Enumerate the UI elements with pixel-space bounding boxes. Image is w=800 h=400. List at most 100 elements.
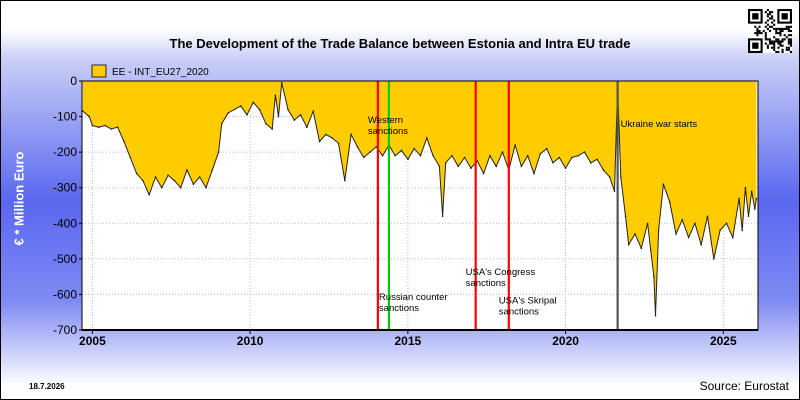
data-point <box>211 169 214 171</box>
data-point <box>552 162 554 164</box>
data-point <box>624 215 627 217</box>
data-point <box>116 126 119 128</box>
qr-module <box>766 44 769 47</box>
qr-module <box>756 32 759 35</box>
qr-module <box>771 25 774 28</box>
y-tick-label: -200 <box>53 145 77 159</box>
data-point <box>520 165 523 168</box>
y-tick-label: -300 <box>53 181 77 195</box>
qr-module <box>781 44 784 47</box>
data-point <box>350 133 352 136</box>
qr-module <box>787 29 790 33</box>
data-point <box>91 124 94 127</box>
qr-module <box>787 42 790 45</box>
y-tick-label: -700 <box>53 323 77 337</box>
data-point <box>438 165 441 168</box>
data-point <box>634 233 636 235</box>
qr-module <box>773 23 776 26</box>
qr-module <box>789 34 792 37</box>
data-point <box>233 108 236 111</box>
data-point <box>239 105 242 107</box>
qr-finder-core <box>752 13 759 20</box>
qr-module <box>781 40 784 43</box>
qr-module <box>789 42 792 45</box>
data-point <box>602 169 605 171</box>
qr-module <box>768 13 772 16</box>
qr-module <box>775 50 778 53</box>
qr-module <box>754 32 757 35</box>
source-label: Source: Eurostat <box>699 379 789 393</box>
qr-module <box>777 46 780 49</box>
qr-module <box>789 50 792 53</box>
data-point <box>227 112 229 114</box>
data-point <box>558 156 561 159</box>
data-point <box>198 176 201 178</box>
data-point <box>640 247 643 249</box>
data-point <box>167 174 169 177</box>
data-point <box>662 183 665 185</box>
data-point <box>142 179 144 182</box>
data-point <box>747 215 750 217</box>
qr-module <box>773 44 776 47</box>
qr-module <box>762 29 765 33</box>
data-point <box>110 128 113 130</box>
data-point <box>725 222 728 225</box>
chart-title: The Development of the Trade Balance bet… <box>169 36 631 51</box>
qr-module <box>785 46 788 49</box>
qr-module <box>785 27 788 30</box>
data-point <box>476 160 479 162</box>
qr-finder-core <box>752 42 759 49</box>
qr-module <box>760 32 763 35</box>
y-tick-label: -400 <box>53 216 77 230</box>
data-point <box>564 167 567 169</box>
data-point <box>394 154 397 157</box>
data-point <box>463 156 466 159</box>
qr-module <box>773 48 776 51</box>
data-point <box>653 275 655 278</box>
data-point <box>400 149 403 152</box>
data-point <box>457 165 460 168</box>
data-point <box>265 122 267 125</box>
qr-module <box>758 29 761 33</box>
qr-module <box>783 38 786 41</box>
x-tick-label: 2015 <box>395 334 422 348</box>
qr-module <box>764 21 767 24</box>
data-point <box>246 114 248 116</box>
qr-module <box>779 34 782 37</box>
data-point <box>280 82 283 84</box>
data-point <box>451 154 453 157</box>
data-point <box>413 147 416 150</box>
data-point <box>755 197 758 200</box>
qr-module <box>768 25 772 28</box>
x-tick-label: 2010 <box>237 334 264 348</box>
data-point <box>104 124 106 127</box>
legend-swatch <box>91 64 107 78</box>
data-point <box>179 186 182 189</box>
data-point <box>489 154 491 157</box>
qr-module <box>789 38 792 41</box>
qr-module <box>787 38 790 41</box>
qr-module <box>766 46 769 49</box>
data-point <box>192 183 195 185</box>
qr-module <box>787 48 790 51</box>
qr-module <box>771 11 774 14</box>
data-point <box>287 108 289 111</box>
qr-module <box>787 46 790 49</box>
qr-module <box>779 32 782 35</box>
qr-module <box>785 25 788 28</box>
qr-module <box>781 29 784 33</box>
qr-code-icon <box>748 9 792 53</box>
data-point <box>426 137 428 139</box>
data-point <box>590 162 592 164</box>
qr-module <box>771 21 774 24</box>
qr-module <box>768 42 772 45</box>
annotation-label: USA's Congress <box>466 267 536 278</box>
data-point <box>495 165 498 168</box>
x-tick-label: 2025 <box>710 334 737 348</box>
qr-module <box>779 44 782 47</box>
x-tick-label: 2005 <box>79 334 106 348</box>
data-point <box>526 154 529 157</box>
qr-module <box>775 40 778 43</box>
data-point <box>694 222 696 225</box>
